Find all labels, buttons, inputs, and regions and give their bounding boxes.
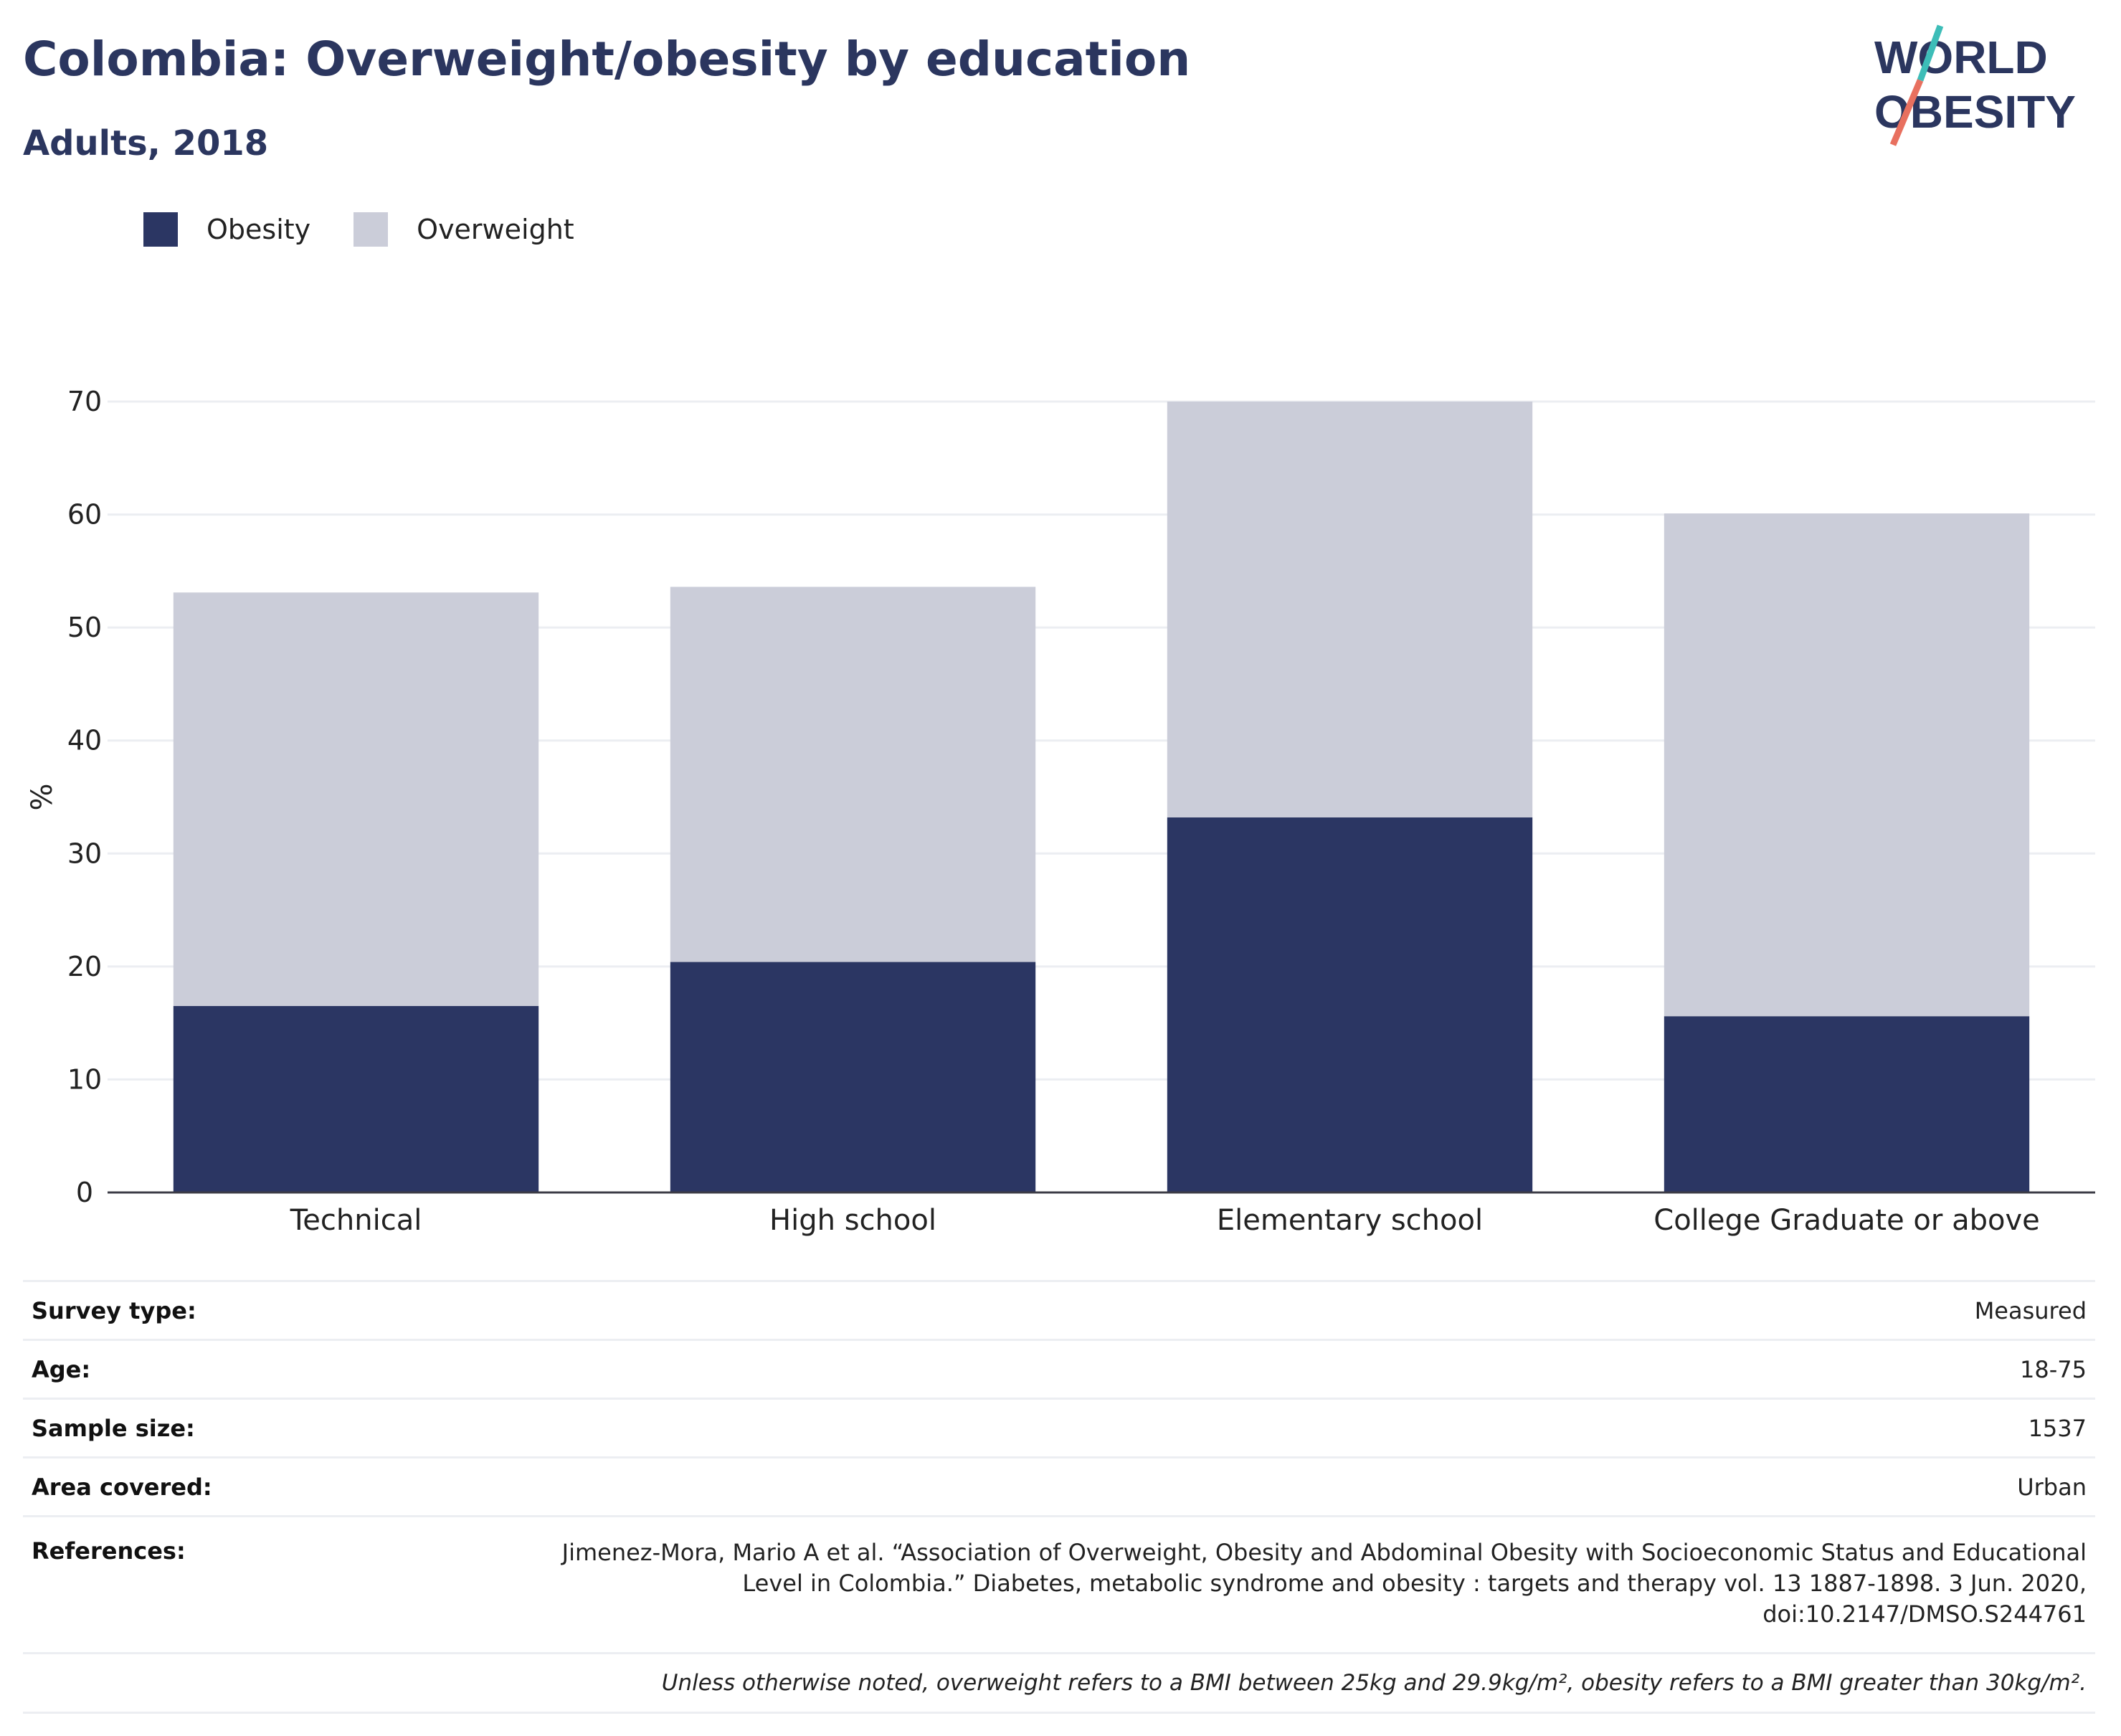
y-tick-label: 60 (67, 499, 102, 531)
info-row-sample-size: Sample size: 1537 (23, 1398, 2095, 1458)
x-tick-label: High school (769, 1204, 936, 1237)
legend-label-overweight: Overweight (417, 214, 574, 245)
bars (173, 402, 2030, 1192)
y-tick-label: 0 (76, 1177, 93, 1208)
chart-title: Colombia: Overweight/obesity by educatio… (23, 32, 1191, 87)
info-value-age: 18-75 (327, 1339, 2095, 1399)
logo-line1: WORLD (1874, 32, 2048, 83)
info-label-sample-size: Sample size: (23, 1398, 327, 1458)
y-tick-label: 30 (67, 838, 102, 869)
bar-overweight-1[interactable] (173, 592, 539, 1007)
legend-swatch-overweight (354, 212, 389, 247)
bar-overweight-2[interactable] (670, 587, 1036, 962)
legend-item-obesity[interactable]: Obesity (143, 212, 310, 247)
info-label-references: References: (23, 1515, 327, 1654)
logo-slash-teal (1917, 24, 1944, 82)
reference-line-1: Jimenez-Mora, Mario A et al. “Associatio… (561, 1539, 2087, 1566)
bar-obesity-3[interactable] (1167, 817, 1533, 1192)
legend-label-obesity: Obesity (207, 214, 311, 245)
info-row-note: Unless otherwise noted, overweight refer… (23, 1652, 2095, 1714)
y-tick-label: 10 (67, 1063, 102, 1095)
info-value-references: Jimenez-Mora, Mario A et al. “Associatio… (327, 1515, 2095, 1654)
survey-info-table: Survey type: Measured Age: 18-75 Sample … (23, 1280, 2095, 1714)
x-tick-label: Technical (290, 1204, 422, 1237)
logo-slash-coral (1889, 79, 1924, 146)
info-label-survey-type: Survey type: (23, 1280, 327, 1340)
info-row-age: Age: 18-75 (23, 1339, 2095, 1399)
info-value-area-covered: Urban (327, 1456, 2095, 1517)
info-label-age: Age: (23, 1339, 327, 1399)
reference-line-3[interactable]: doi:10.2147/DMSO.S244761 (1762, 1600, 2087, 1628)
y-tick-label: 70 (67, 386, 102, 417)
y-axis-label: % (26, 783, 59, 810)
info-value-sample-size: 1537 (327, 1398, 2095, 1458)
bar-obesity-2[interactable] (670, 962, 1036, 1192)
reference-line-2: Level in Colombia.” Diabetes, metabolic … (742, 1570, 2087, 1597)
info-row-area-covered: Area covered: Urban (23, 1456, 2095, 1517)
bar-overweight-3[interactable] (1167, 402, 1533, 817)
legend-item-overweight[interactable]: Overweight (354, 212, 574, 247)
y-tick-label: 40 (67, 725, 102, 756)
bar-chart: 0 10 20 30 40 50 60 70 Technical High school Eleme… (26, 386, 2095, 1237)
info-row-survey-type: Survey type: Measured (23, 1280, 2095, 1340)
x-tick-label: Elementary school (1217, 1204, 1483, 1237)
info-label-area-covered: Area covered: (23, 1456, 327, 1517)
axes: 0 10 20 30 40 50 60 70 Technical High school Eleme… (26, 386, 2095, 1237)
bar-overweight-4[interactable] (1664, 513, 2030, 1017)
world-obesity-logo: WORLD OBESITY (1874, 24, 2076, 146)
x-tick-label: College Graduate or above (1653, 1204, 2039, 1237)
info-value-survey-type: Measured (327, 1280, 2095, 1340)
y-tick-label: 20 (67, 951, 102, 982)
definition-note: Unless otherwise noted, overweight refer… (23, 1652, 2095, 1714)
chart-subtitle: Adults, 2018 (23, 123, 269, 163)
info-row-references: References: Jimenez-Mora, Mario A et al.… (23, 1515, 2095, 1654)
bar-obesity-1[interactable] (173, 1006, 539, 1192)
bar-obesity-4[interactable] (1664, 1016, 2030, 1192)
legend-swatch-obesity (143, 212, 178, 247)
y-tick-label: 50 (67, 612, 102, 643)
chart-legend: Obesity Overweight (143, 212, 617, 247)
